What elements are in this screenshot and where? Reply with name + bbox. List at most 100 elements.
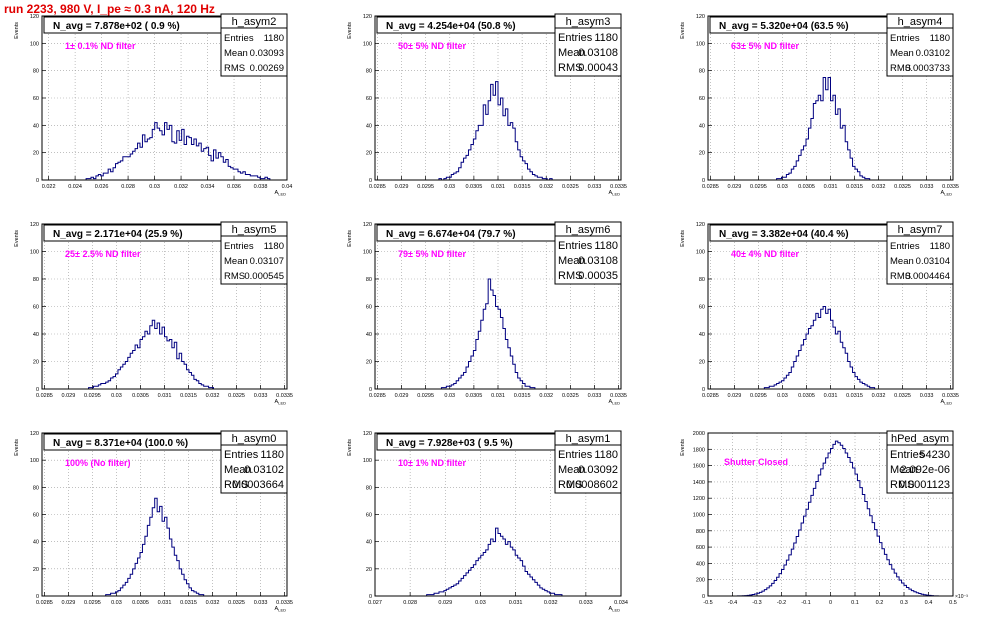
x-tick-label: 0.031 (824, 393, 838, 399)
x-tick-label: 0.029 (728, 184, 742, 190)
x-tick-label: 0.0315 (180, 393, 197, 399)
stats-value: 0.03092 (578, 464, 618, 476)
x-tick-label: 0.0285 (369, 393, 386, 399)
stats-label: RMS (890, 479, 914, 491)
x-tick-label: 0.0285 (36, 600, 53, 606)
stats-label: Mean (890, 464, 918, 476)
stats-value: 0.0003664 (232, 479, 284, 491)
y-tick-label: 1000 (693, 513, 705, 519)
y-tick-label: 0 (369, 178, 372, 184)
stats-value: 0.00043 (578, 62, 618, 74)
x-tick-label: 0.0295 (84, 393, 101, 399)
y-tick-label: 20 (366, 360, 372, 366)
y-tick-label: 20 (33, 567, 39, 573)
x-tick-label: 0.03 (475, 600, 486, 606)
histogram-name: h_asym4 (898, 16, 943, 28)
x-tick-label: -0.3 (752, 600, 761, 606)
x-tick-label: 0.0295 (417, 393, 434, 399)
y-tick-label: 120 (30, 14, 39, 20)
x-tick-label: 0.0325 (894, 184, 911, 190)
stats-value: 0.03107 (250, 256, 284, 267)
stats-value: 1180 (594, 32, 618, 44)
histogram-line (708, 77, 953, 181)
x-tick-label: 0.031 (158, 393, 172, 399)
filter-label: 79± 5% ND filter (398, 249, 466, 259)
filter-label: 25± 2.5% ND filter (65, 249, 141, 259)
stats-label: Entries (224, 449, 259, 461)
y-tick-label: 100 (363, 250, 372, 256)
x-tick-label: 0.0305 (798, 184, 815, 190)
stats-label: Mean (558, 464, 586, 476)
x-tick-label: 0.03 (777, 184, 788, 190)
stats-value: 1180 (264, 241, 284, 252)
n-average-label: N_avg = 8.371e+04 (100.0 %) (53, 438, 188, 449)
y-tick-label: 40 (699, 123, 705, 129)
histogram-name: h_asym5 (232, 224, 277, 236)
x-tick-label: 0.03 (444, 184, 455, 190)
x-tick-label: 0.031 (824, 184, 838, 190)
stats-value: 0.000545 (244, 271, 284, 282)
x-tick-label: 0.029 (438, 600, 452, 606)
y-tick-label: 0 (369, 387, 372, 393)
y-tick-label: 400 (696, 561, 705, 567)
y-axis-label: Events (14, 22, 20, 39)
x-tick-label: 0.03 (111, 393, 122, 399)
n-average-box (43, 433, 222, 451)
stats-value: 0.0001123 (899, 479, 950, 491)
x-tick-label: 0.032 (206, 600, 220, 606)
x-tick-label: 0.027 (368, 600, 382, 606)
x-axis-label: ALED (941, 399, 953, 406)
x-tick-label: 0.033 (588, 184, 602, 190)
histogram-name: h_asym3 (566, 16, 611, 28)
stats-value: 1180 (594, 240, 618, 252)
n-average-label: N_avg = 7.928e+03 ( 9.5 %) (386, 438, 513, 449)
x-axis-label: ALED (275, 190, 287, 197)
x-tick-label: 0.0295 (417, 184, 434, 190)
y-tick-label: 60 (699, 96, 705, 102)
x-tick-label: 0.032 (872, 184, 886, 190)
x-scale-label: ×10⁻³ (955, 594, 968, 600)
x-tick-label: 0.0315 (846, 393, 863, 399)
x-tick-label: 0.1 (851, 600, 859, 606)
filter-label: 40± 4% ND filter (731, 249, 799, 259)
y-axis-label: Events (14, 439, 20, 456)
y-tick-label: 0 (702, 594, 705, 600)
histogram-name: h_asym7 (898, 224, 943, 236)
plot-frame (707, 223, 954, 390)
stats-label: RMS (558, 270, 582, 282)
y-tick-label: 100 (696, 250, 705, 256)
stats-box (554, 13, 622, 77)
y-axis-label: Events (680, 439, 686, 456)
plot-frame (41, 15, 288, 181)
x-tick-label: 0.0315 (514, 184, 531, 190)
stats-label: Entries (890, 241, 920, 252)
stats-label: RMS (558, 479, 582, 491)
y-tick-label: 100 (363, 458, 372, 464)
stats-value: 0.0004464 (905, 271, 950, 282)
stats-label: RMS (890, 271, 911, 282)
plot-frame (707, 432, 954, 597)
stats-value: 0.03108 (578, 255, 618, 267)
x-tick-label: 0.0295 (750, 184, 767, 190)
x-tick-label: 0.029 (62, 600, 76, 606)
x-tick-label: 0.0305 (465, 393, 482, 399)
panel-h_asym5: 0.0285 0.029 0.0295 0.03 0.0305 0.031 0.0315 0.… (14, 221, 293, 406)
y-tick-label: 80 (33, 485, 39, 491)
x-tick-label: 0.0315 (180, 600, 197, 606)
x-tick-label: 0.029 (62, 393, 76, 399)
y-tick-label: 1400 (693, 480, 705, 486)
n-average-box (709, 224, 888, 242)
stats-box (554, 221, 622, 285)
y-tick-label: 100 (30, 458, 39, 464)
y-tick-label: 0 (702, 178, 705, 184)
stats-label: RMS (558, 62, 582, 74)
y-tick-label: 120 (696, 222, 705, 228)
x-tick-label: 0.022 (42, 184, 56, 190)
histogram-name: hPed_asym (891, 433, 949, 445)
y-tick-label: 60 (366, 96, 372, 102)
n-average-label: N_avg = 3.382e+04 (40.4 %) (719, 229, 849, 240)
x-tick-label: 0.032 (539, 184, 553, 190)
x-tick-label: 0.0335 (942, 184, 959, 190)
stats-box (220, 430, 288, 494)
stats-box (220, 13, 288, 77)
